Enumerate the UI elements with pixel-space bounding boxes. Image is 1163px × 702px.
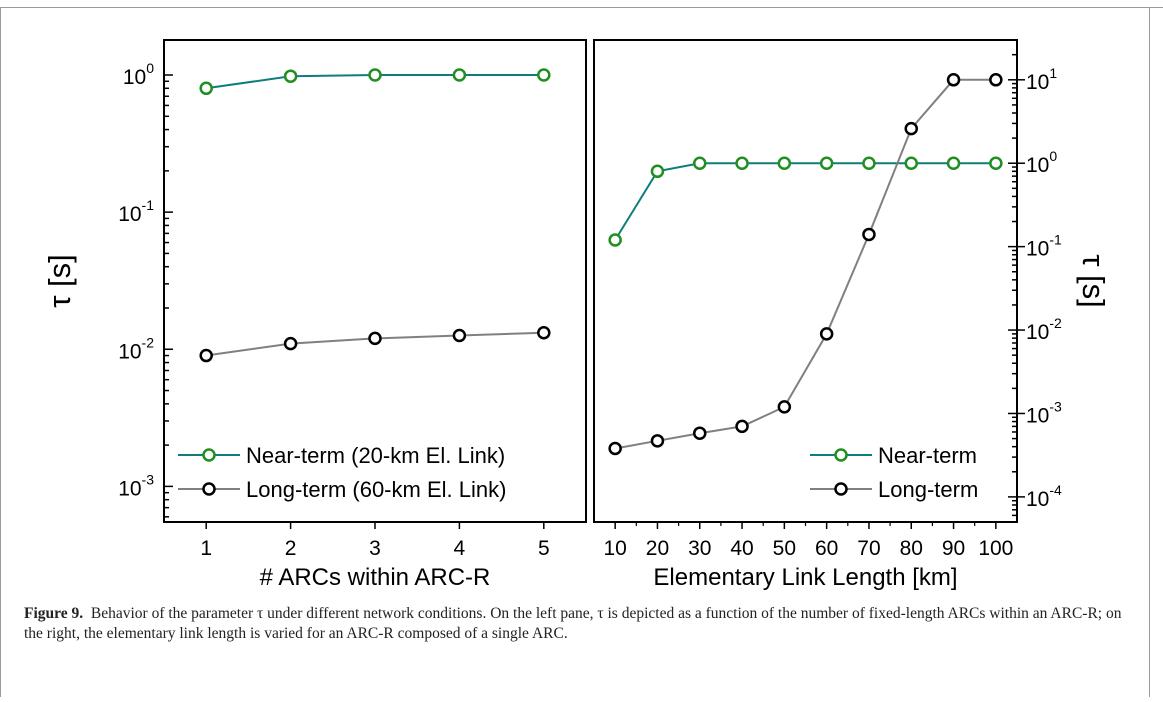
data-point — [819, 327, 834, 341]
y-tick-label: 10-2 — [118, 334, 154, 363]
data-point — [904, 121, 918, 136]
figure-frame-top — [0, 7, 1163, 8]
x-tick-label: 1 — [200, 537, 212, 560]
y-tick-label: 10-1 — [1026, 232, 1062, 261]
x-tick-label: 10 — [603, 537, 626, 560]
figure-caption: Figure 9. Behavior of the parameter τ un… — [24, 604, 1134, 644]
data-point — [904, 156, 918, 170]
data-point — [693, 156, 707, 170]
figure-frame-left — [0, 7, 1, 697]
data-point — [537, 325, 551, 340]
data-point — [368, 68, 382, 82]
y-axis-title: τ [s] — [1076, 254, 1111, 308]
x-axis-title: # ARCs within ARC-R — [260, 564, 491, 591]
chart-figure: 100 10-1 10-2 10-3 1 2 3 4 5 # ARCs within ARC-R N… — [42, 39, 1111, 591]
data-point — [819, 156, 834, 170]
y-tick-label: 10-3 — [1026, 398, 1062, 427]
y-tick-label: 10-3 — [118, 471, 154, 500]
legend-label: Near-term — [878, 443, 977, 468]
y-tick-label: 10-1 — [118, 197, 154, 226]
x-tick-label: 100 — [978, 537, 1013, 560]
x-tick-label: 60 — [815, 537, 838, 560]
data-point — [452, 68, 467, 82]
data-point — [608, 233, 622, 247]
data-point — [199, 81, 213, 96]
y-tick-label: 10-4 — [1026, 482, 1062, 511]
data-point — [777, 156, 792, 170]
series-line — [614, 162, 996, 241]
data-point — [735, 419, 749, 434]
left-chart: 100 10-1 10-2 10-3 1 2 3 4 5 # ARCs within ARC-R N… — [42, 39, 587, 591]
x-tick-label: 5 — [538, 537, 550, 560]
y-axis-title: τ [s] — [42, 254, 77, 308]
data-point — [608, 441, 622, 456]
x-tick-label: 3 — [369, 537, 381, 560]
x-tick-label: 4 — [454, 537, 466, 560]
data-point — [283, 336, 298, 351]
data-point — [650, 164, 665, 179]
x-tick-label: 20 — [646, 537, 669, 560]
x-tick-label: 80 — [900, 537, 923, 560]
legend-swatch-marker — [834, 448, 848, 462]
legend-label: Long-term (60-km El. Link) — [246, 477, 506, 502]
legend-swatch-marker — [202, 448, 216, 462]
figure-frame-right — [1149, 7, 1150, 697]
x-axis-title: Elementary Link Length [km] — [653, 564, 957, 591]
legend-label: Near-term (20-km El. Link) — [246, 443, 505, 468]
x-tick-label: 50 — [773, 537, 796, 560]
data-point — [650, 434, 665, 448]
data-point — [989, 73, 1003, 87]
data-point — [735, 156, 749, 170]
y-tick-label: 10-2 — [1026, 315, 1062, 344]
x-tick-label: 70 — [857, 537, 880, 560]
x-tick-label: 2 — [285, 537, 297, 560]
data-point — [368, 331, 382, 346]
data-point — [777, 400, 792, 414]
legend-swatch-marker — [834, 482, 848, 496]
right-chart: 101 100 10-1 10-2 10-3 10-4 10 20 30 40 50 60 70 80 90… — [593, 39, 1111, 591]
data-point — [862, 156, 876, 170]
legend-swatch-marker — [202, 482, 216, 496]
y-tick-label: 100 — [123, 60, 154, 89]
data-point — [199, 348, 213, 363]
caption-label: Figure 9. — [24, 605, 84, 622]
y-tick-label: 100 — [1026, 148, 1057, 177]
x-tick-label: 90 — [942, 537, 965, 560]
data-point — [946, 156, 961, 170]
data-point — [452, 328, 467, 343]
series-line — [614, 78, 996, 450]
legend-label: Long-term — [878, 477, 978, 502]
x-tick-label: 30 — [688, 537, 711, 560]
caption-text: Behavior of the parameter τ under differ… — [24, 605, 1122, 642]
data-point — [537, 68, 551, 82]
data-point — [862, 227, 876, 242]
data-point — [946, 73, 961, 87]
data-point — [283, 69, 298, 83]
data-point — [693, 426, 707, 440]
y-tick-label: 101 — [1026, 65, 1057, 94]
data-point — [989, 156, 1003, 170]
x-tick-label: 40 — [730, 537, 753, 560]
